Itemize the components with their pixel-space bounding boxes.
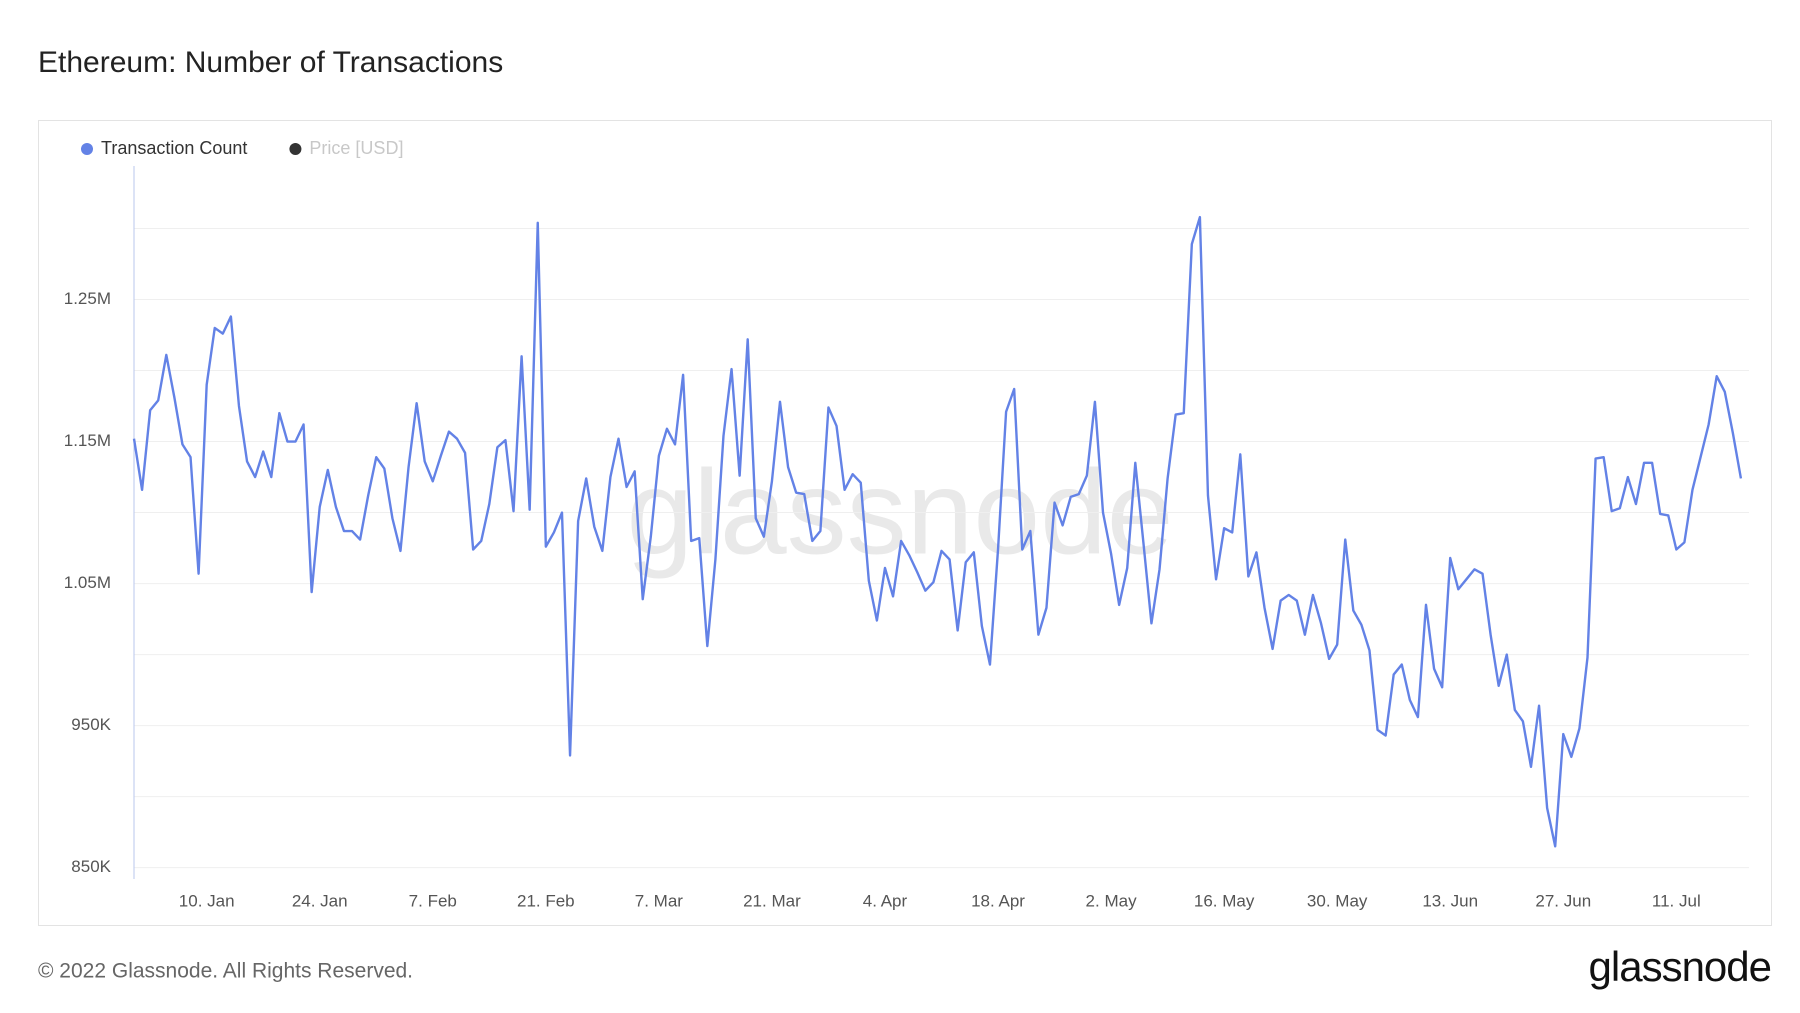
y-tick-label: 950K: [71, 715, 111, 734]
chart-title: Ethereum: Number of Transactions: [38, 46, 503, 79]
x-tick-label: 13. Jun: [1422, 891, 1478, 910]
x-tick-label: 7. Mar: [635, 891, 684, 910]
footer: © 2022 Glassnode. All Rights Reserved.: [38, 960, 413, 983]
y-tick-label: 1.15M: [64, 431, 111, 450]
x-tick-label: 16. May: [1194, 891, 1255, 910]
x-tick-label: 4. Apr: [863, 891, 908, 910]
y-tick-label: 850K: [71, 857, 111, 876]
x-tick-label: 24. Jan: [292, 891, 348, 910]
x-tick-label: 2. May: [1086, 891, 1138, 910]
legend-marker: [81, 143, 93, 155]
chart-frame: [38, 120, 1772, 926]
legend-label: Price [USD]: [309, 138, 403, 158]
x-tick-label: 21. Feb: [517, 891, 575, 910]
series-line: [132, 215, 1743, 848]
x-tick-label: 27. Jun: [1535, 891, 1591, 910]
y-tick-label: 1.05M: [64, 573, 111, 592]
x-tick-label: 30. May: [1307, 891, 1368, 910]
grid: [134, 227, 1749, 869]
y-tick-label: 1.25M: [64, 289, 111, 308]
logo: glassnode: [1589, 943, 1771, 990]
x-tick-label: 10. Jan: [179, 891, 235, 910]
plot: [132, 215, 1743, 848]
x-tick-label: 11. Jul: [1652, 891, 1701, 910]
x-tick-label: 21. Mar: [743, 891, 801, 910]
legend-label: Transaction Count: [101, 138, 247, 158]
x-tick-label: 18. Apr: [971, 891, 1025, 910]
legend-marker: [289, 143, 302, 155]
x-tick-label: 7. Feb: [409, 891, 457, 910]
